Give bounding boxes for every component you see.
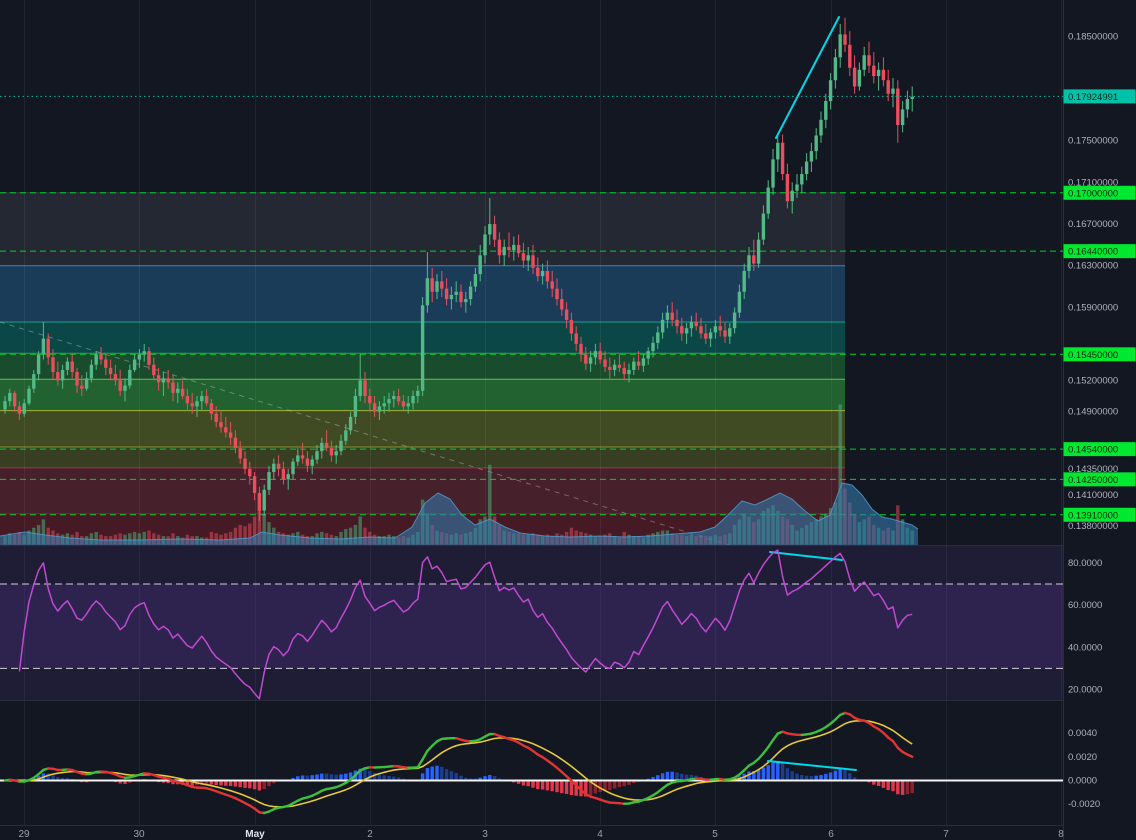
svg-text:20.0000: 20.0000 — [1068, 684, 1102, 695]
svg-text:0.17500000: 0.17500000 — [1068, 136, 1118, 147]
svg-text:0.15200000: 0.15200000 — [1068, 375, 1118, 386]
svg-text:0.16440000: 0.16440000 — [1068, 247, 1118, 258]
svg-text:0.14350000: 0.14350000 — [1068, 464, 1118, 475]
grid-layer — [24, 0, 1062, 826]
svg-text:6: 6 — [828, 829, 834, 840]
svg-text:0.13910000: 0.13910000 — [1068, 510, 1118, 521]
svg-text:-0.0020: -0.0020 — [1068, 799, 1100, 810]
volume-layer — [0, 404, 919, 545]
svg-text:60.0000: 60.0000 — [1068, 600, 1102, 611]
svg-text:0.17000000: 0.17000000 — [1068, 188, 1118, 199]
time-axis[interactable]: 29 30 May 2 3 4 5 6 7 8 — [0, 826, 1064, 840]
svg-text:3: 3 — [482, 829, 488, 840]
price-levels-layer[interactable] — [0, 192, 1063, 516]
svg-text:29: 29 — [18, 829, 30, 840]
svg-text:0.16300000: 0.16300000 — [1068, 261, 1118, 272]
svg-text:0.17100000: 0.17100000 — [1068, 177, 1118, 188]
svg-text:0.15900000: 0.15900000 — [1068, 302, 1118, 313]
volume-ma-area — [0, 483, 918, 545]
candles-layer — [3, 17, 914, 522]
svg-text:0.14250000: 0.14250000 — [1068, 475, 1118, 486]
rsi-line — [18, 549, 913, 700]
svg-text:0.13800000: 0.13800000 — [1068, 521, 1118, 532]
svg-text:4: 4 — [597, 829, 603, 840]
svg-text:30: 30 — [133, 829, 145, 840]
svg-text:40.0000: 40.0000 — [1068, 642, 1102, 653]
svg-text:0.0020: 0.0020 — [1068, 752, 1097, 763]
svg-text:0.15450000: 0.15450000 — [1068, 350, 1118, 361]
svg-text:2: 2 — [367, 829, 373, 840]
price-trendline[interactable] — [775, 16, 840, 139]
svg-text:7: 7 — [943, 829, 949, 840]
macd-pane — [0, 711, 1063, 815]
svg-text:8: 8 — [1058, 829, 1064, 840]
price-level-tag[interactable]: 0.15450000 — [1063, 347, 1136, 362]
rsi-trendline[interactable] — [769, 551, 843, 561]
svg-text:0.0000: 0.0000 — [1068, 776, 1097, 787]
svg-text:0.16700000: 0.16700000 — [1068, 219, 1118, 230]
price-level-tag[interactable]: 0.13910000 — [1063, 507, 1136, 522]
pane-separators — [0, 545, 1136, 826]
price-axis[interactable]: 0.18500000 0.17500000 0.17100000 0.16700000… — [1063, 0, 1136, 840]
svg-text:May: May — [245, 829, 265, 840]
price-level-tag[interactable]: 0.17000000 — [1063, 185, 1136, 200]
svg-text:0.18500000: 0.18500000 — [1068, 31, 1118, 42]
svg-text:0.14100000: 0.14100000 — [1068, 490, 1118, 501]
svg-text:5: 5 — [712, 829, 718, 840]
rsi-pane — [0, 546, 1063, 700]
last-price-tag[interactable]: 0.17924991 — [1063, 89, 1136, 104]
svg-text:0.14900000: 0.14900000 — [1068, 407, 1118, 418]
svg-text:0.17924991: 0.17924991 — [1068, 92, 1118, 103]
svg-text:0.14540000: 0.14540000 — [1068, 445, 1118, 456]
price-level-tag[interactable]: 0.14250000 — [1063, 472, 1136, 487]
svg-text:0.0040: 0.0040 — [1068, 728, 1097, 739]
macd-trendline[interactable] — [767, 760, 857, 771]
price-level-tag[interactable]: 0.14540000 — [1063, 442, 1136, 457]
svg-text:80.0000: 80.0000 — [1068, 558, 1102, 569]
price-level-tag[interactable]: 0.16440000 — [1063, 244, 1136, 259]
